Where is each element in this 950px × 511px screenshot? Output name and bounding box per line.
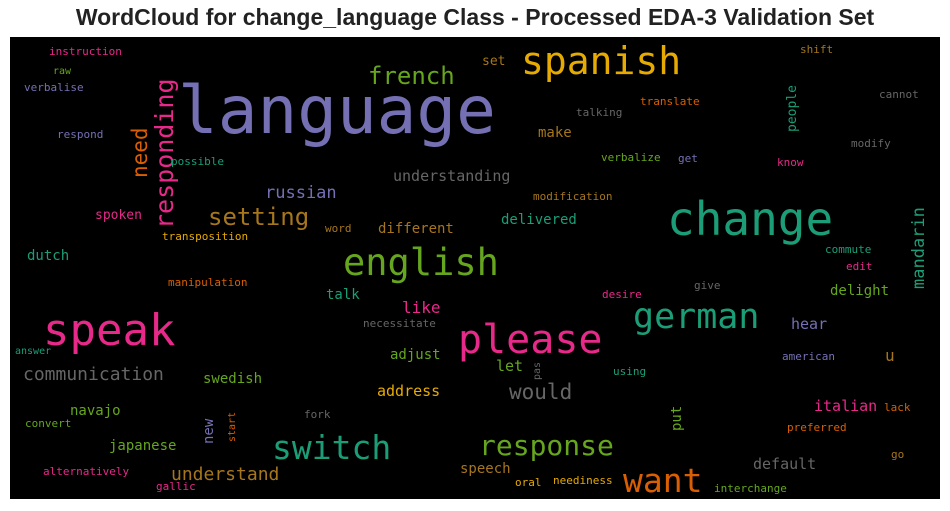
- word-dutch: dutch: [27, 248, 69, 264]
- word-go: go: [891, 448, 904, 461]
- word-adjust: adjust: [390, 347, 441, 363]
- word-modify: modify: [851, 137, 891, 150]
- word-english: english: [343, 241, 499, 284]
- word-please: please: [458, 317, 603, 363]
- word-responding: responding: [150, 78, 179, 229]
- word-using: using: [613, 365, 646, 378]
- word-new: new: [201, 418, 217, 444]
- word-get: get: [678, 152, 698, 165]
- word-hear: hear: [791, 315, 827, 333]
- word-make: make: [538, 125, 572, 141]
- chart-title: WordCloud for change_language Class - Pr…: [75, 4, 875, 30]
- word-word: word: [325, 222, 352, 235]
- word-understand: understand: [171, 464, 279, 485]
- word-talk: talk: [326, 287, 360, 303]
- word-want: want: [623, 461, 702, 499]
- word-spoken: spoken: [95, 208, 142, 223]
- word-speak: speak: [43, 305, 175, 356]
- word-raw: raw: [53, 66, 72, 77]
- word-interchange: interchange: [714, 482, 787, 495]
- word-put: put: [669, 406, 685, 431]
- word-address: address: [377, 382, 440, 400]
- word-response: response: [479, 429, 614, 462]
- word-lack: lack: [884, 401, 911, 414]
- word-know: know: [777, 156, 804, 169]
- word-set: set: [482, 54, 505, 69]
- word-answer: answer: [15, 346, 51, 357]
- word-change: change: [667, 192, 833, 246]
- word-neediness: neediness: [553, 474, 613, 487]
- word-speech: speech: [460, 461, 511, 477]
- word-desire: desire: [602, 288, 642, 301]
- word-people: people: [785, 85, 800, 132]
- word-fork: fork: [304, 408, 331, 421]
- word-understanding: understanding: [393, 167, 510, 185]
- word-edit: edit: [846, 260, 873, 273]
- word-japanese: japanese: [109, 438, 176, 454]
- word-respond: respond: [57, 128, 103, 141]
- word-cannot: cannot: [879, 88, 919, 101]
- wordcloud-svg: language change speak please spanish english s…: [15, 39, 929, 499]
- word-mandarin: mandarin: [909, 207, 929, 289]
- word-verbalize: verbalize: [601, 151, 661, 164]
- word-language: language: [178, 72, 496, 149]
- word-pas: pas: [532, 362, 543, 380]
- word-oral: oral: [515, 476, 542, 489]
- word-commute: commute: [825, 243, 871, 256]
- word-like: like: [402, 298, 441, 317]
- word-modification: modification: [533, 190, 612, 203]
- word-alternatively: alternatively: [43, 465, 129, 478]
- word-switch: switch: [272, 428, 391, 467]
- word-shift: shift: [800, 43, 833, 56]
- word-necessitate: necessitate: [363, 317, 436, 330]
- word-give: give: [694, 279, 721, 292]
- word-setting: setting: [208, 203, 309, 231]
- word-u: u: [885, 346, 895, 365]
- word-navajo: navajo: [70, 403, 121, 419]
- word-communication: communication: [23, 364, 164, 385]
- word-start: start: [227, 412, 238, 442]
- word-manipulation: manipulation: [168, 276, 247, 289]
- word-delivered: delivered: [501, 212, 577, 228]
- word-verbalise: verbalise: [24, 81, 84, 94]
- word-translate: translate: [640, 95, 700, 108]
- word-swedish: swedish: [203, 371, 262, 387]
- word-let: let: [496, 357, 523, 375]
- word-transposition: transposition: [162, 230, 248, 243]
- wordcloud-canvas: language change speak please spanish english s…: [10, 37, 940, 499]
- word-gallic: gallic: [156, 480, 196, 493]
- word-delight: delight: [830, 283, 889, 299]
- word-russian: russian: [265, 183, 337, 203]
- word-convert: convert: [25, 417, 71, 430]
- word-instruction: instruction: [49, 45, 122, 58]
- word-talking: talking: [576, 106, 622, 119]
- word-spanish: spanish: [521, 39, 681, 83]
- word-italian: italian: [814, 397, 877, 415]
- word-different: different: [378, 221, 454, 237]
- word-possible: possible: [171, 155, 224, 168]
- word-american: american: [782, 350, 835, 363]
- word-would: would: [509, 380, 572, 404]
- word-german: german: [633, 297, 759, 337]
- word-need: need: [128, 127, 152, 178]
- word-preferred: preferred: [787, 421, 847, 434]
- word-french: french: [368, 62, 455, 90]
- word-default: default: [753, 455, 816, 473]
